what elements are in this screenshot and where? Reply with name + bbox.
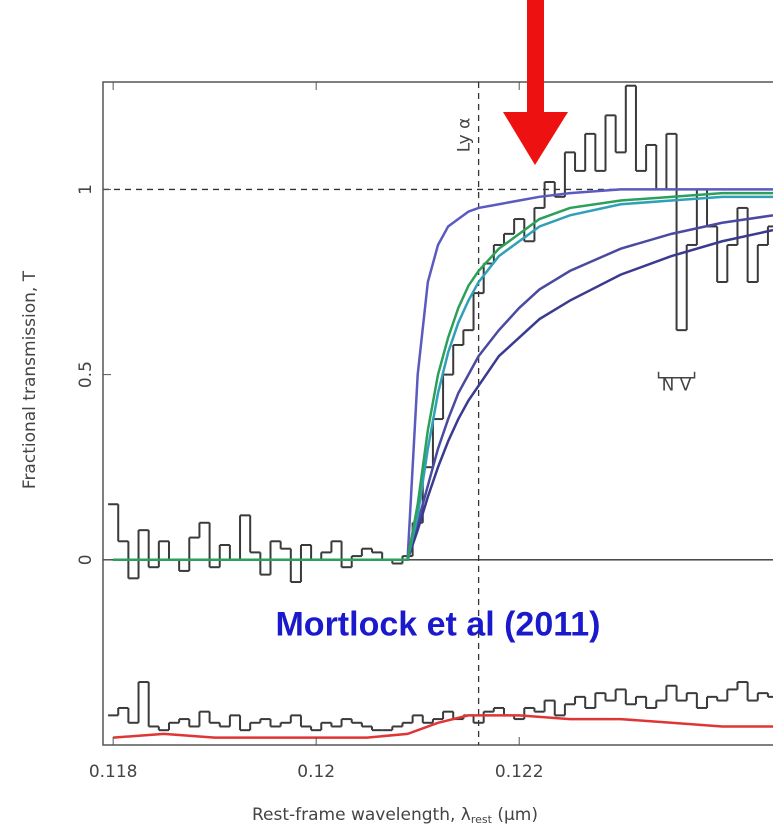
y-axis-label: Fractional transmission, T bbox=[20, 270, 40, 489]
plot-area bbox=[103, 82, 773, 745]
series-line bbox=[113, 191, 773, 562]
annotation-bracket bbox=[657, 371, 696, 379]
line-label: Ly α bbox=[455, 118, 475, 153]
y-tick-label: 0.5 bbox=[76, 361, 96, 388]
spectrum-risers bbox=[117, 85, 769, 583]
x-axis-label-sub: rest bbox=[471, 813, 493, 826]
annotation: Mortlock et al (2011) bbox=[275, 605, 600, 643]
y-tick-label: 1 bbox=[76, 184, 96, 195]
series-line bbox=[113, 188, 773, 562]
red-arrow bbox=[503, 0, 568, 165]
x-axis-label: Rest-frame wavelength, λrest (μm) bbox=[252, 805, 538, 826]
x-axis-label-main: Rest-frame wavelength, λ bbox=[252, 805, 471, 825]
x-tick-label: 0.122 bbox=[495, 762, 544, 782]
x-axis-label-unit: (μm) bbox=[492, 805, 538, 825]
series-line bbox=[113, 714, 773, 739]
series-line bbox=[113, 228, 773, 562]
x-tick-label: 0.118 bbox=[89, 762, 138, 782]
y-tick-label: 0 bbox=[76, 554, 96, 565]
plot-frame bbox=[102, 81, 773, 746]
spectrum-risers bbox=[117, 682, 769, 731]
series-line bbox=[113, 195, 773, 562]
x-tick-label: 0.12 bbox=[297, 762, 335, 782]
series-line bbox=[113, 214, 773, 562]
annotation: N V bbox=[662, 376, 692, 396]
